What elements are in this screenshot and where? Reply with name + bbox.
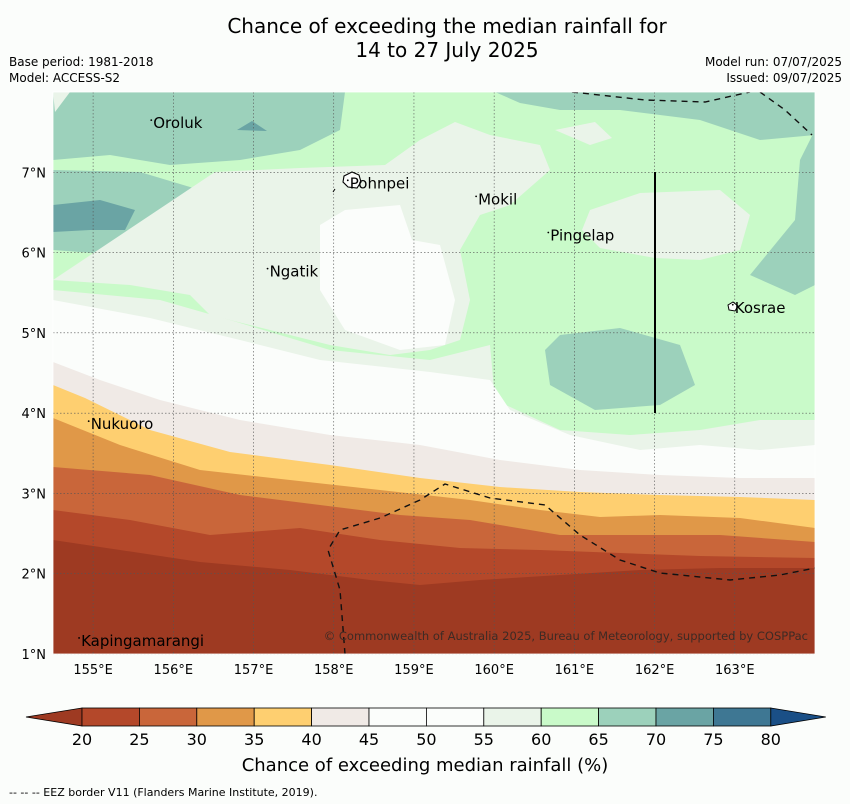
field-55-60-corner (53, 92, 70, 112)
colorbar-tick-label: 35 (244, 730, 264, 749)
field-65-70-nw (53, 92, 345, 165)
place-label: Pingelap (550, 227, 614, 245)
field-65-70-se (545, 328, 695, 410)
colorbar-tick-label: 60 (531, 730, 551, 749)
colorbar-segment (311, 707, 370, 727)
place-label: Mokil (478, 190, 517, 208)
x-tick-label: 163°E (715, 663, 755, 678)
field-70-75-nw (237, 121, 267, 131)
colorbar-segment (81, 707, 140, 727)
field-55-60-n (555, 122, 612, 145)
axis-ticks: 155°E 156°E 157°E 158°E 159°E 160°E 161°E 162°E… (22, 166, 755, 678)
x-tick-label: 161°E (555, 663, 595, 678)
model-name: Model: ACCESS-S2 (9, 71, 121, 85)
x-tick-label: 156°E (154, 663, 194, 678)
colorbar-tick-label: 50 (416, 730, 436, 749)
y-tick-label: 1°N (22, 648, 47, 663)
colorbar-tick-label: 70 (646, 730, 666, 749)
kosrae-island (727, 301, 739, 312)
y-tick-label: 7°N (22, 166, 47, 181)
place-marker (731, 303, 734, 306)
colorbar-segment (138, 707, 198, 727)
eez-border-ne (759, 92, 813, 136)
x-tick-label: 160°E (474, 663, 514, 678)
place-labels: Oroluk Pohnpei Mokil Pingelap Ngatik Kosrae Nu… (78, 114, 785, 650)
place-label: Pohnpei (350, 174, 410, 192)
map-title-line1: Chance of exceeding the median rainfall … (227, 14, 667, 38)
place-label: Oroluk (153, 114, 202, 132)
place-marker (475, 195, 478, 198)
place-label: Kosrae (735, 299, 786, 317)
x-tick-label: 158°E (314, 663, 354, 678)
model-run-date: Model run: 07/07/2025 (704, 55, 842, 69)
y-tick-label: 3°N (22, 487, 47, 502)
colorbar-extend-low (25, 707, 83, 727)
field-70-75-w (53, 200, 135, 232)
colorbar-tick-label: 30 (187, 730, 207, 749)
colorbar-segment (253, 707, 312, 727)
base-period: Base period: 1981-2018 (9, 55, 154, 69)
colorbar-segment (425, 707, 485, 727)
probability-field (53, 92, 815, 654)
pohnpei-island (342, 171, 362, 189)
colorbar-tick-label: 55 (474, 730, 494, 749)
x-tick-label: 157°E (234, 663, 274, 678)
place-marker (346, 179, 349, 182)
y-tick-label: 2°N (22, 568, 47, 583)
copyright-notice: © Commonwealth of Australia 2025, Bureau… (324, 629, 808, 643)
place-label: Kapingamarangi (81, 632, 204, 650)
x-tick-label: 159°E (394, 663, 434, 678)
eez-borders (327, 92, 815, 654)
colorbar-segment (483, 707, 542, 727)
colorbar-extend-high (770, 707, 826, 727)
place-marker (78, 637, 80, 639)
place-label: Ngatik (270, 263, 319, 281)
colorbar: 20 25 30 35 40 45 50 55 60 65 70 75 80 (25, 707, 826, 749)
colorbar-segment (713, 707, 772, 727)
y-tick-label: 6°N (22, 247, 47, 262)
eez-border-south (327, 483, 815, 654)
colorbar-tick-label: 75 (703, 730, 723, 749)
colorbar-tick-label: 45 (359, 730, 379, 749)
colorbar-segment (655, 707, 714, 727)
eez-border-north (571, 92, 751, 103)
colorbar-title: Chance of exceeding median rainfall (%) (241, 755, 609, 776)
place-marker (150, 119, 153, 122)
pohnpei-islet (332, 188, 336, 193)
field-below-20 (53, 540, 815, 654)
colorbar-tick-label: 40 (301, 730, 321, 749)
plot-frame (52, 91, 816, 655)
place-label: Nukuoro (91, 415, 154, 433)
colorbar-tick-label: 80 (761, 730, 781, 749)
field-55-60-ne (582, 190, 750, 260)
place-marker (87, 420, 90, 423)
eez-footnote: -- -- -- EEZ border V11 (Flanders Marine… (9, 786, 318, 799)
place-marker (266, 267, 269, 270)
y-tick-label: 5°N (22, 327, 47, 342)
issued-date: Issued: 09/07/2025 (726, 71, 842, 85)
x-tick-label: 162°E (635, 663, 675, 678)
place-marker (547, 231, 550, 234)
colorbar-segment (598, 707, 657, 727)
colorbar-segment (368, 707, 427, 727)
colorbar-segment (540, 707, 600, 727)
colorbar-tick-label: 25 (129, 730, 149, 749)
x-tick-label: 155°E (73, 663, 113, 678)
field-45-55-center (320, 205, 455, 350)
colorbar-tick-label: 20 (72, 730, 92, 749)
field-65-70-e (750, 130, 815, 295)
colorbar-segment (196, 707, 255, 727)
y-tick-label: 4°N (22, 407, 47, 422)
map-title-line2: 14 to 27 July 2025 (355, 38, 539, 62)
colorbar-tick-label: 65 (588, 730, 608, 749)
